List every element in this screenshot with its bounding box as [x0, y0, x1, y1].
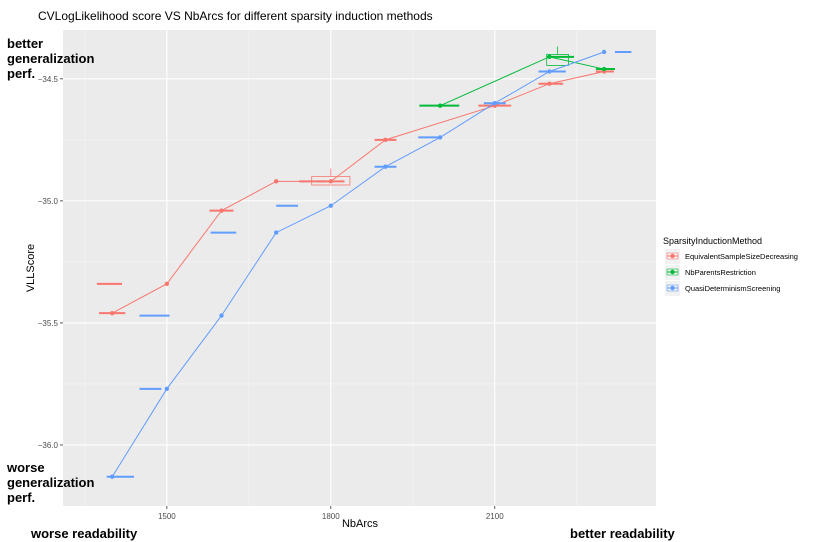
annotation-line: perf.: [7, 490, 36, 505]
data-point: [437, 135, 443, 140]
data-point: [164, 386, 170, 392]
data-point: [547, 69, 552, 74]
data-point: [492, 101, 497, 106]
annotation-line: perf.: [7, 66, 36, 81]
data-point: [547, 81, 552, 86]
data-point: [601, 49, 607, 55]
series-line: [111, 51, 605, 477]
legend-item: NbParentsRestriction: [665, 265, 756, 280]
legend-item: QuasiDeterminismScreening: [665, 281, 780, 296]
series-NbParentsRestriction: [419, 46, 616, 108]
data-point: [437, 103, 443, 108]
series-EquivalentSampleSizeDecreasing: [96, 69, 614, 316]
data-point: [383, 164, 388, 169]
legend-item: EquivalentSampleSizeDecreasing: [665, 249, 798, 264]
annotation-line: generalization: [7, 51, 95, 66]
y-axis-label: VLLScore: [25, 244, 37, 292]
legend-key-point: [670, 253, 675, 259]
data-point: [273, 230, 279, 235]
y-tick-label: −34.5: [38, 75, 59, 84]
annotation-line: better: [7, 36, 44, 51]
data-point: [164, 281, 170, 287]
annotation-worse-generalization: worse generalization perf.: [7, 460, 94, 505]
legend-key-point: [670, 269, 675, 275]
data-point: [547, 54, 552, 60]
annotation-better-readability: better readability: [570, 526, 675, 541]
chart-title: CVLogLikelihood score VS NbArcs for diff…: [38, 9, 433, 23]
data-point: [109, 474, 115, 479]
data-point: [601, 66, 607, 72]
x-tick-label: 1800: [322, 512, 340, 521]
annotation-worse-readability: worse readability: [31, 526, 138, 541]
plot-panel: [63, 30, 656, 506]
x-axis-label: NbArcs: [342, 518, 379, 530]
data-point: [328, 179, 334, 184]
data-point: [219, 208, 224, 213]
x-tick-label: 1500: [158, 512, 176, 521]
legend-item-label: EquivalentSampleSizeDecreasing: [685, 252, 798, 261]
legend-title: SparsityInductionMethod: [663, 236, 762, 246]
x-tick-label: 2100: [486, 512, 504, 521]
legend-key-box: [666, 252, 679, 260]
data-point: [109, 310, 115, 316]
legend: SparsityInductionMethod EquivalentSampleS…: [663, 236, 798, 296]
legend-key-box: [666, 268, 679, 276]
grid-minor: [63, 30, 656, 506]
legend-item-label: QuasiDeterminismScreening: [685, 284, 780, 293]
y-axis-ticks: −34.5 −35.0 −35.5 −36.0: [38, 75, 63, 450]
x-axis-ticks: 1500 1800 2100: [158, 506, 504, 521]
annotation-line: generalization: [7, 475, 95, 490]
data-point: [383, 137, 388, 143]
grid-major: [63, 30, 656, 506]
y-tick-label: −35.0: [38, 197, 59, 206]
annotation-better-generalization: better generalization perf.: [7, 36, 94, 81]
y-tick-label: −36.0: [38, 441, 59, 450]
y-tick-label: −35.5: [38, 319, 59, 328]
data-point: [219, 313, 224, 318]
legend-key-point: [670, 285, 675, 291]
data-point: [328, 203, 334, 208]
data-point: [273, 179, 279, 184]
legend-item-label: NbParentsRestriction: [685, 268, 756, 277]
series-QuasiDeterminismScreening: [106, 49, 632, 479]
annotation-line: worse: [7, 460, 45, 475]
legend-key-box: [666, 284, 679, 292]
series-layer: [96, 46, 632, 479]
